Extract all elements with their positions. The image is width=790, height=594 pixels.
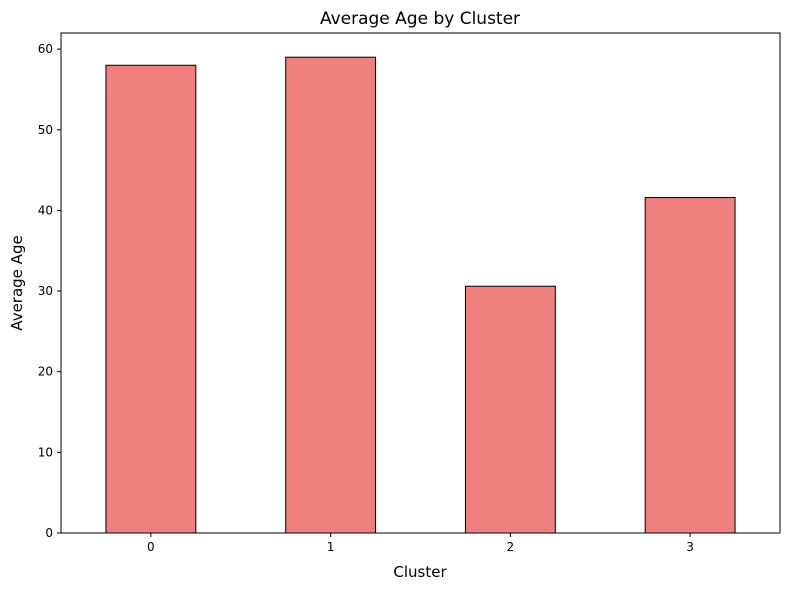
bar <box>285 56 377 534</box>
y-tick-label: 40 <box>38 203 53 217</box>
y-axis-ticks: 0 10 20 30 40 50 60 <box>38 42 61 540</box>
x-tick-label: 0 <box>147 540 155 554</box>
bar <box>105 64 197 534</box>
x-tick-label: 2 <box>507 540 515 554</box>
y-tick-label: 30 <box>38 284 53 298</box>
x-axis-label: Cluster <box>393 563 447 581</box>
plot-area-frame <box>60 32 781 534</box>
y-axis-label: Average Age <box>8 235 26 330</box>
bar <box>644 197 736 534</box>
y-tick-label: 50 <box>38 123 53 137</box>
y-tick-label: 0 <box>45 526 53 540</box>
chart-title: Average Age by Cluster <box>320 9 520 29</box>
bar <box>464 285 556 534</box>
bar-series <box>105 56 736 534</box>
x-tick-label: 3 <box>686 540 694 554</box>
x-axis-ticks: 0 1 2 3 <box>147 533 694 554</box>
y-tick-label: 20 <box>38 365 53 379</box>
y-tick-label: 60 <box>38 42 53 56</box>
y-tick-label: 10 <box>38 445 53 459</box>
x-tick-label: 1 <box>327 540 335 554</box>
